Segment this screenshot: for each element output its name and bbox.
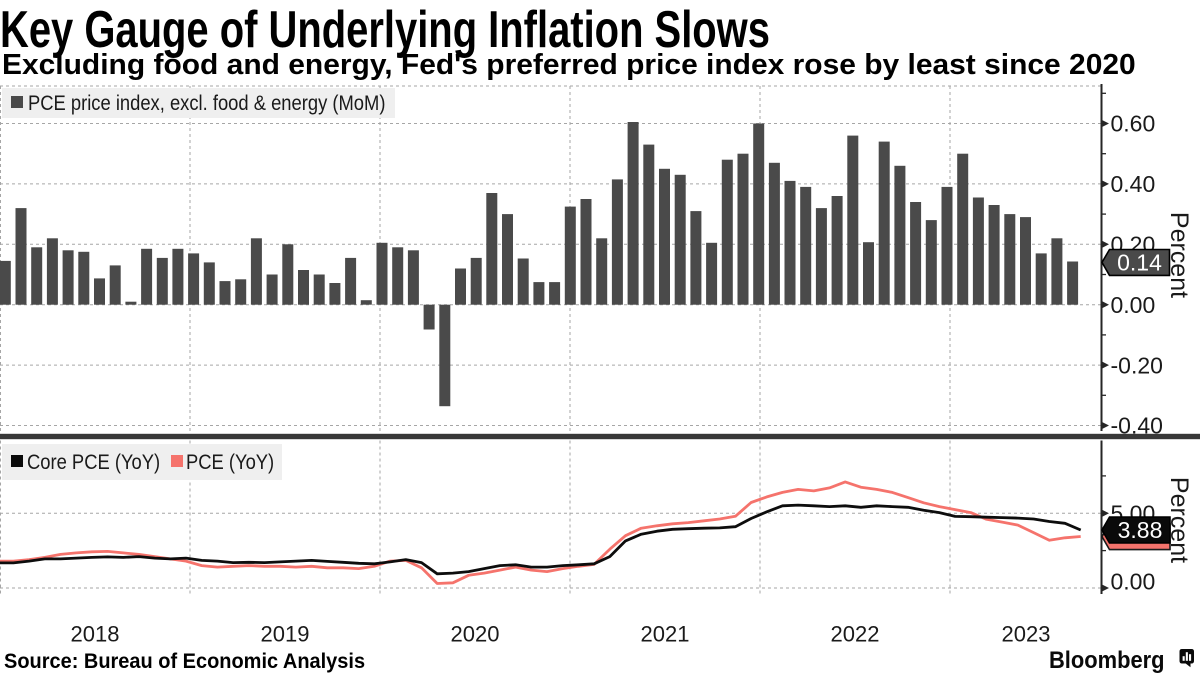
svg-text:3.88: 3.88 — [1118, 517, 1163, 543]
svg-text:-0.40: -0.40 — [1111, 413, 1163, 439]
svg-text:-0.20: -0.20 — [1111, 352, 1163, 378]
svg-text:2018: 2018 — [71, 621, 120, 646]
svg-text:2023: 2023 — [1002, 621, 1051, 646]
svg-text:2022: 2022 — [831, 621, 880, 646]
svg-text:0.60: 0.60 — [1111, 111, 1156, 137]
svg-text:0.40: 0.40 — [1111, 171, 1156, 197]
svg-text:0.14: 0.14 — [1117, 250, 1162, 276]
svg-text:0.00: 0.00 — [1111, 292, 1156, 318]
svg-text:2021: 2021 — [641, 621, 690, 646]
svg-text:2020: 2020 — [451, 621, 500, 646]
svg-text:2019: 2019 — [261, 621, 310, 646]
svg-text:0.00: 0.00 — [1111, 569, 1156, 595]
